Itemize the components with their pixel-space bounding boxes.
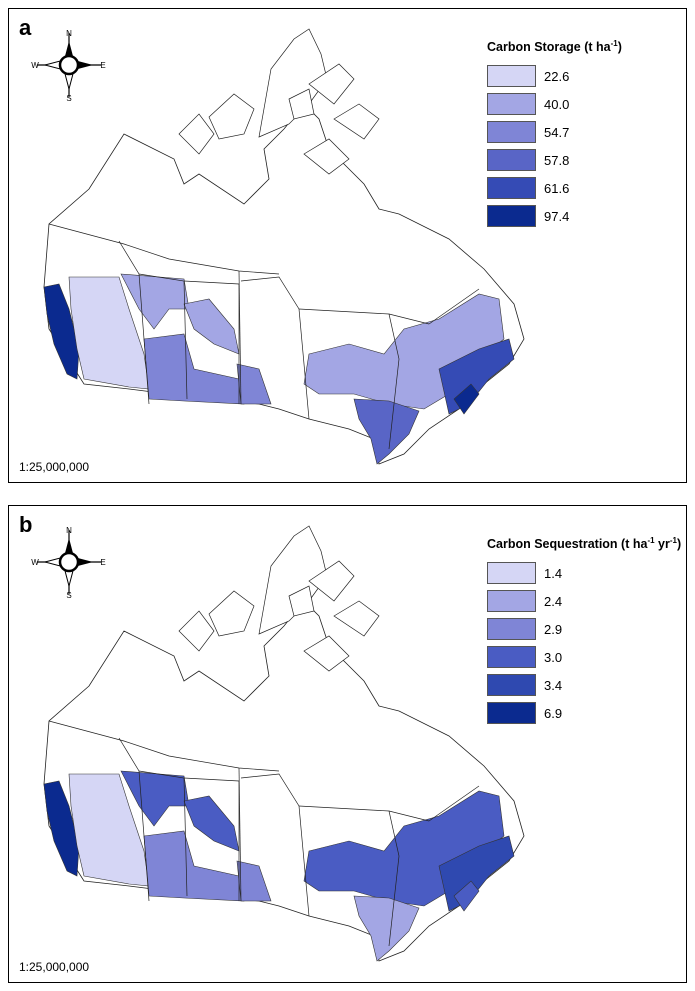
region-great-lakes xyxy=(353,398,420,465)
legend-label: 3.4 xyxy=(544,677,563,693)
region-mixedwood-man xyxy=(236,860,272,902)
compass-label-s: S xyxy=(66,94,71,103)
region-mixedwood-man xyxy=(236,363,272,405)
province-border xyxy=(240,276,310,420)
compass-label-e: E xyxy=(100,61,105,70)
legend-title: Carbon Sequestration (t ha-1 yr-1) xyxy=(487,536,682,552)
arctic-island xyxy=(308,63,355,105)
region-montane xyxy=(68,276,150,390)
arctic-island xyxy=(303,635,350,672)
legend-swatch xyxy=(487,646,536,669)
legend-label: 3.0 xyxy=(544,649,563,665)
compass-label-w: W xyxy=(31,61,39,70)
legend-item: 3.4 xyxy=(487,673,681,697)
legend-item: 6.9 xyxy=(487,701,681,725)
canada-map xyxy=(43,525,525,962)
compass-label-n: N xyxy=(66,526,72,535)
region-pacific xyxy=(43,780,80,877)
map-panel-b: b N S W E Carbon Sequestration (t ha-1 yr-1… xyxy=(8,505,687,983)
region-maritime xyxy=(438,835,515,912)
region-great-lakes xyxy=(353,895,420,962)
legend-swatch xyxy=(487,562,536,585)
arctic-island xyxy=(308,560,355,602)
province-border xyxy=(238,270,242,405)
panel-letter: b xyxy=(19,512,33,537)
region-montane xyxy=(68,773,150,887)
legend-item: 2.9 xyxy=(487,617,681,641)
legend-swatch xyxy=(487,618,536,641)
canada-map xyxy=(43,28,525,465)
province-border xyxy=(428,785,480,822)
compass-label-n: N xyxy=(66,29,72,38)
legend-label: 22.6 xyxy=(544,68,570,84)
legend-label: 1.4 xyxy=(544,565,563,581)
legend-swatch xyxy=(487,177,536,200)
province-border xyxy=(48,223,280,275)
compass-label-w: W xyxy=(31,558,39,567)
compass-rose-icon: N S W E xyxy=(31,526,105,600)
panel-letter: a xyxy=(19,15,32,40)
region-boreal-west xyxy=(120,273,190,330)
compass-rose-icon: N S W E xyxy=(31,29,105,103)
arctic-island xyxy=(303,138,350,175)
legend-label: 40.0 xyxy=(544,96,570,112)
legend-label: 97.4 xyxy=(544,208,570,224)
legend-label: 2.4 xyxy=(544,593,563,609)
region-acadian xyxy=(453,880,480,912)
province-border xyxy=(388,810,400,947)
province-border xyxy=(48,720,280,772)
legend-title: Carbon Storage (t ha-1) xyxy=(487,39,622,55)
map-panel-a: a N S W E Carbon Storage (t ha-1) 22.6 40.0 5… xyxy=(8,8,687,483)
legend-label: 54.7 xyxy=(544,124,570,140)
region-acadian xyxy=(453,383,480,415)
legend-swatch xyxy=(487,121,536,144)
arctic-island xyxy=(178,113,215,155)
legend-item: 54.7 xyxy=(487,120,622,144)
legend-item: 61.6 xyxy=(487,176,622,200)
arctic-island xyxy=(288,585,315,617)
province-border xyxy=(238,767,242,902)
legend-item: 97.4 xyxy=(487,204,622,228)
legend-items: 1.4 2.4 2.9 3.0 3.4 6.9 xyxy=(487,561,681,725)
legend-swatch xyxy=(487,205,536,228)
legend: Carbon Storage (t ha-1) 22.6 40.0 54.7 57.8… xyxy=(487,39,622,232)
legend-label: 2.9 xyxy=(544,621,563,637)
arctic-island xyxy=(208,590,255,637)
map-scale: 1:25,000,000 xyxy=(19,460,90,474)
arctic-island xyxy=(288,88,315,120)
region-pacific xyxy=(43,283,80,380)
legend-swatch xyxy=(487,149,536,172)
legend-item: 22.6 xyxy=(487,64,622,88)
legend-label: 57.8 xyxy=(544,152,570,168)
compass-label-s: S xyxy=(66,591,71,600)
arctic-island xyxy=(333,103,380,140)
region-maritime xyxy=(438,338,515,415)
legend-items: 22.6 40.0 54.7 57.8 61.6 97.4 xyxy=(487,64,622,228)
legend-item: 40.0 xyxy=(487,92,622,116)
map-scale: 1:25,000,000 xyxy=(19,960,90,974)
legend-swatch xyxy=(487,674,536,697)
legend-item: 1.4 xyxy=(487,561,681,585)
legend-item: 3.0 xyxy=(487,645,681,669)
legend-swatch xyxy=(487,65,536,88)
arctic-island xyxy=(208,93,255,140)
compass-label-e: E xyxy=(100,558,105,567)
legend-label: 61.6 xyxy=(544,180,570,196)
province-border xyxy=(388,313,400,450)
province-border xyxy=(428,288,480,325)
region-boreal-west xyxy=(120,770,190,827)
legend-swatch xyxy=(487,702,536,725)
legend-swatch xyxy=(487,93,536,116)
province-border xyxy=(240,773,310,917)
legend-label: 6.9 xyxy=(544,705,563,721)
legend: Carbon Sequestration (t ha-1 yr-1) 1.4 2.… xyxy=(487,536,681,729)
legend-item: 57.8 xyxy=(487,148,622,172)
legend-item: 2.4 xyxy=(487,589,681,613)
arctic-island xyxy=(333,600,380,637)
legend-swatch xyxy=(487,590,536,613)
arctic-island xyxy=(178,610,215,652)
